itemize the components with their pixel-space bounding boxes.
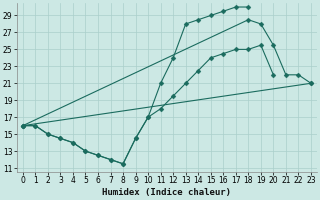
X-axis label: Humidex (Indice chaleur): Humidex (Indice chaleur) (102, 188, 231, 197)
